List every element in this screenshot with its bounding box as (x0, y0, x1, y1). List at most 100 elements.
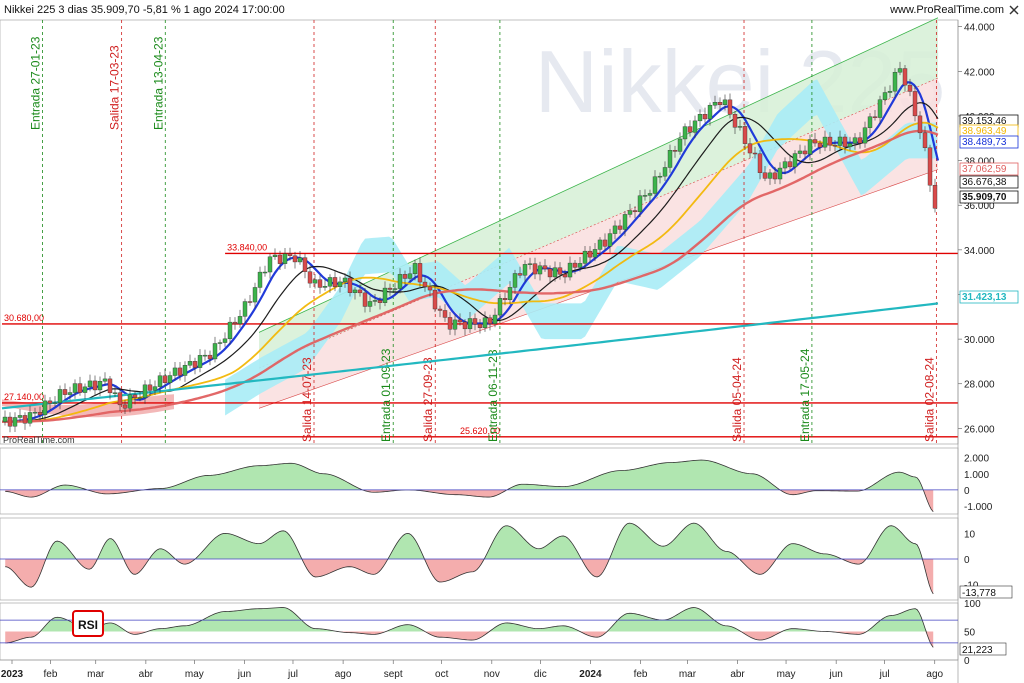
candle-body (677, 138, 683, 152)
candle-body (237, 316, 243, 325)
candle-body (672, 150, 678, 152)
value-label-box (959, 190, 1019, 204)
x-tick-label: abr (139, 669, 154, 680)
y-tick-label: 100 (964, 599, 981, 610)
candle-body (502, 298, 508, 300)
candle-body (112, 392, 118, 394)
x-tick-label: may (777, 669, 796, 680)
candle-body (92, 380, 98, 391)
candle-body (897, 68, 903, 73)
candle-body (122, 404, 128, 409)
candle-body (572, 262, 578, 268)
candle-body (752, 152, 758, 155)
candle-body (912, 91, 918, 117)
candle-body (772, 172, 778, 180)
candle-body (697, 114, 703, 122)
candle-body (842, 136, 848, 148)
x-tick-label: jun (828, 669, 842, 680)
candle-body (172, 367, 178, 376)
candle-body (57, 389, 63, 403)
candle-body (762, 172, 768, 179)
candle-body (167, 375, 173, 383)
value-label-box (959, 585, 1013, 599)
candle-body (472, 318, 478, 325)
candle-body (322, 286, 328, 288)
candle-body (782, 161, 788, 169)
value-label: 31.423,13 (962, 292, 1007, 303)
candle-body (597, 239, 603, 250)
candle-body (512, 273, 518, 288)
value-label-box (959, 642, 1007, 656)
rsi-label-box[interactable]: RSI (72, 610, 104, 637)
candle-body (682, 126, 688, 140)
candle-body (757, 153, 763, 173)
candle-body (347, 277, 353, 293)
value-label-box (959, 290, 1019, 304)
candle-body (7, 416, 13, 427)
candle-body (107, 378, 113, 394)
x-tick-label: oct (435, 669, 449, 680)
candle-body (732, 114, 738, 128)
candle-body (202, 354, 208, 357)
candle-body (187, 361, 193, 366)
signal-label: Salida 02-08-24 (922, 357, 936, 442)
candle-body (492, 314, 498, 324)
candle-body (777, 167, 783, 180)
candle-body (867, 116, 873, 128)
candle-body (787, 161, 793, 168)
candle-body (877, 99, 883, 118)
close-icon[interactable] (1009, 5, 1019, 15)
candle-body (717, 102, 723, 106)
candle-body (287, 253, 293, 256)
level-label: 33.840,00 (227, 242, 267, 252)
y-tick-label: 36.000 (964, 201, 995, 212)
candle-body (917, 115, 923, 134)
candle-body (767, 172, 773, 179)
candle-body (297, 257, 303, 263)
candle-body (712, 102, 718, 106)
candle-body (422, 281, 428, 287)
rsi-label: RSI (78, 618, 98, 632)
footer-brand: ProRealTime.com (3, 435, 75, 445)
value-label: 38.489,73 (962, 137, 1007, 148)
candle-body (267, 256, 273, 273)
y-tick-label: 30.000 (964, 335, 995, 346)
candle-body (587, 250, 593, 258)
candle-body (212, 343, 218, 360)
value-label-box (959, 162, 1019, 176)
candle-body (157, 375, 163, 387)
candle-body (447, 317, 453, 330)
candle-body (642, 195, 648, 197)
candle-body (872, 116, 878, 118)
candle-body (232, 321, 238, 325)
value-label: 39.153,46 (962, 116, 1007, 127)
site-brand[interactable]: www.ProRealTime.com (889, 4, 1004, 16)
candle-body (412, 263, 418, 275)
ma-cyan (1, 302, 939, 410)
candle-body (72, 383, 78, 393)
candle-body (662, 167, 668, 177)
negative-area (5, 489, 934, 512)
candle-body (177, 367, 183, 376)
candle-body (747, 143, 753, 154)
candle-body (837, 136, 843, 146)
candle-body (32, 411, 38, 414)
candle-body (67, 392, 73, 395)
candle-body (282, 253, 288, 264)
y-tick-label: 0 (964, 656, 970, 667)
candle-body (562, 274, 568, 278)
candle-body (852, 137, 858, 144)
x-tick-label: jun (237, 669, 251, 680)
candle-body (552, 267, 558, 278)
x-tick-label: jul (879, 669, 890, 680)
candle-body (737, 126, 743, 128)
candle-body (362, 292, 368, 307)
candle-body (302, 257, 308, 272)
y-tick-label: 50 (964, 628, 976, 639)
negative-area (5, 559, 934, 594)
candle-body (27, 412, 33, 424)
candle-body (312, 279, 318, 284)
candle-body (367, 301, 373, 307)
candle-body (727, 99, 733, 115)
y-tick-label: 0 (964, 486, 970, 497)
